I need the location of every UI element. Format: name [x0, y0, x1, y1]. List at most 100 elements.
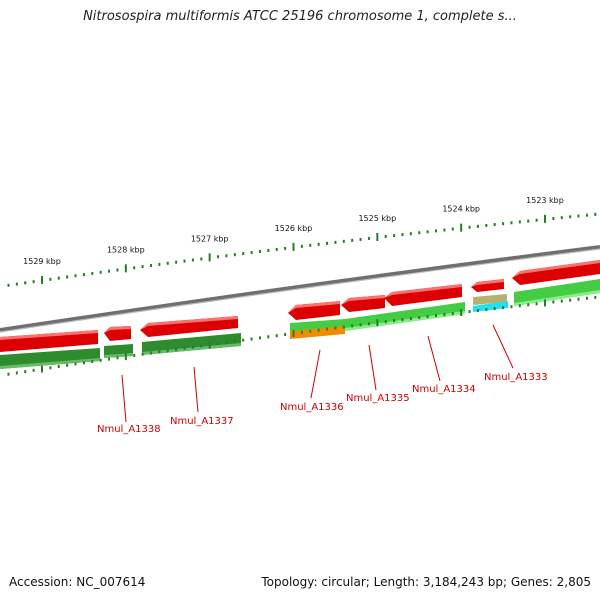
gene-label[interactable]: Nmul_A1333 — [484, 372, 548, 383]
minor-tick — [158, 350, 161, 354]
minor-tick — [317, 328, 320, 332]
gene-feature-tan[interactable] — [473, 294, 507, 305]
minor-tick — [242, 338, 245, 342]
minor-tick — [560, 216, 563, 220]
gene-label[interactable]: Nmul_A1334 — [412, 384, 476, 395]
minor-tick — [200, 257, 203, 261]
major-tick — [41, 365, 43, 373]
minor-tick — [24, 281, 27, 285]
minor-tick — [275, 334, 278, 338]
minor-tick — [250, 337, 253, 341]
gene-bar[interactable] — [514, 279, 600, 306]
minor-tick — [258, 250, 261, 254]
minor-tick — [426, 230, 429, 234]
minor-tick — [384, 320, 387, 324]
minor-tick — [309, 329, 312, 333]
kbp-label: 1524 kbp — [442, 205, 480, 214]
minor-tick — [317, 242, 320, 246]
major-tick — [460, 223, 463, 232]
gene-feature-cyan[interactable] — [473, 301, 508, 312]
minor-tick — [451, 227, 454, 231]
minor-tick — [284, 246, 287, 250]
minor-tick — [141, 352, 144, 356]
minor-tick — [242, 252, 245, 256]
minor-tick — [367, 236, 370, 240]
minor-tick — [493, 223, 496, 227]
minor-tick — [418, 316, 421, 320]
minor-tick — [225, 254, 228, 258]
minor-tick — [351, 324, 354, 328]
kbp-label: 1523 kbp — [526, 196, 564, 205]
minor-tick — [82, 273, 85, 277]
kbp-label: 1528 kbp — [107, 245, 145, 254]
minor-tick — [91, 271, 94, 275]
scale-ticks — [7, 212, 597, 287]
minor-tick — [418, 231, 421, 235]
topology-summary: Topology: circular; Length: 3,184,243 bp… — [261, 575, 591, 589]
minor-tick — [409, 232, 412, 236]
gene-feature-orange[interactable] — [290, 326, 345, 339]
gene-label[interactable]: Nmul_A1337 — [170, 416, 234, 427]
minor-tick — [485, 308, 488, 312]
minor-tick — [158, 262, 161, 266]
minor-tick — [233, 253, 236, 257]
minor-tick — [594, 212, 597, 216]
minor-tick — [518, 220, 521, 224]
minor-tick — [108, 269, 111, 273]
minor-tick — [284, 333, 287, 337]
minor-tick — [175, 347, 178, 351]
minor-tick — [384, 235, 387, 239]
minor-tick — [535, 302, 538, 306]
forward-strand — [0, 260, 600, 352]
minor-tick — [99, 358, 102, 362]
minor-tick — [166, 261, 169, 265]
accession-text: Accession: NC_007614 — [9, 575, 146, 589]
minor-tick — [74, 274, 77, 278]
minor-tick — [342, 325, 345, 329]
minor-tick — [393, 319, 396, 323]
minor-tick — [258, 336, 261, 340]
chromosome-backbone — [0, 245, 600, 332]
minor-tick — [409, 317, 412, 321]
major-tick — [292, 329, 295, 337]
minor-tick — [393, 234, 396, 238]
minor-tick — [24, 370, 27, 374]
minor-tick — [309, 243, 312, 247]
gene-label[interactable]: Nmul_A1338 — [97, 424, 161, 435]
gene-arrow[interactable] — [384, 284, 462, 306]
major-tick — [376, 319, 379, 327]
minor-tick — [552, 217, 555, 221]
minor-tick — [476, 309, 479, 313]
minor-tick — [15, 371, 18, 375]
gene-arrow[interactable] — [512, 260, 600, 285]
minor-tick — [183, 346, 186, 350]
minor-tick — [443, 313, 446, 317]
minor-tick — [15, 282, 18, 286]
minor-tick — [510, 221, 513, 225]
minor-tick — [585, 213, 588, 217]
gene-bar[interactable] — [0, 348, 100, 369]
minor-tick — [149, 264, 152, 268]
gene-label[interactable]: Nmul_A1336 — [280, 402, 344, 413]
minor-tick — [74, 362, 77, 366]
minor-tick — [493, 307, 496, 311]
minor-tick — [267, 335, 270, 339]
gene-label[interactable]: Nmul_A1335 — [346, 393, 410, 404]
minor-tick — [225, 340, 228, 344]
minor-tick — [535, 218, 538, 222]
minor-tick — [66, 275, 69, 279]
minor-tick — [32, 280, 35, 284]
minor-tick — [191, 258, 194, 262]
minor-tick — [57, 365, 60, 369]
minor-tick — [32, 368, 35, 372]
major-tick — [208, 341, 211, 349]
minor-tick — [49, 277, 52, 281]
minor-tick — [191, 345, 194, 349]
gene-arrow[interactable] — [140, 316, 238, 337]
minor-tick — [99, 270, 102, 274]
minor-tick — [451, 312, 454, 316]
minor-tick — [49, 366, 52, 370]
major-tick — [41, 275, 43, 284]
minor-tick — [577, 297, 580, 301]
